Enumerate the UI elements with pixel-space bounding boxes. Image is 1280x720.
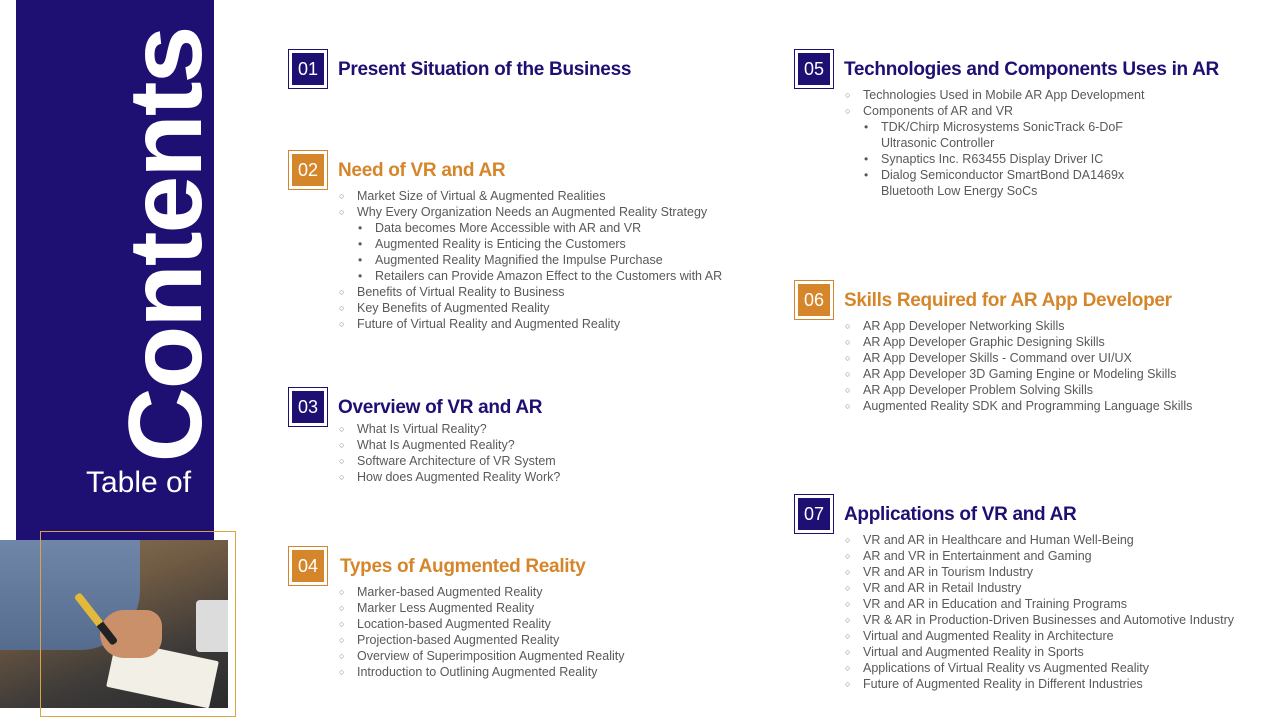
list-item: What Is Virtual Reality? bbox=[338, 421, 560, 437]
section-number-badge: 03 bbox=[288, 387, 328, 427]
section-number-badge: 04 bbox=[288, 546, 328, 586]
contents-title: Contents bbox=[108, 27, 224, 463]
title-sidebar: Contents Table of bbox=[16, 0, 224, 540]
list-item: Virtual and Augmented Reality in Sports bbox=[844, 644, 1234, 660]
section-item-list: Market Size of Virtual & Augmented Reali… bbox=[338, 188, 722, 332]
list-item: Benefits of Virtual Reality to Business bbox=[338, 284, 722, 300]
section-number-badge: 02 bbox=[288, 150, 328, 190]
list-item: Key Benefits of Augmented Reality bbox=[338, 300, 722, 316]
list-item: VR and AR in Healthcare and Human Well-B… bbox=[844, 532, 1234, 548]
list-item: VR and AR in Retail Industry bbox=[844, 580, 1234, 596]
list-item: VR and AR in Education and Training Prog… bbox=[844, 596, 1234, 612]
list-item: AR and VR in Entertainment and Gaming bbox=[844, 548, 1234, 564]
section-number-badge: 07 bbox=[794, 494, 834, 534]
photo-frame bbox=[40, 531, 236, 717]
list-item: Virtual and Augmented Reality in Archite… bbox=[844, 628, 1234, 644]
list-item: Projection-based Augmented Reality bbox=[338, 632, 625, 648]
table-of-subtitle: Table of bbox=[86, 466, 192, 499]
section-heading: Present Situation of the Business bbox=[338, 59, 632, 80]
sub-list-item: Dialog Semiconductor SmartBond DA1469x bbox=[844, 167, 1144, 183]
list-item: How does Augmented Reality Work? bbox=[338, 469, 560, 485]
list-item: VR & AR in Production-Driven Businesses … bbox=[844, 612, 1234, 628]
section-item-list: VR and AR in Healthcare and Human Well-B… bbox=[844, 532, 1234, 692]
photo-cup-shape bbox=[196, 600, 228, 652]
list-item: Marker-based Augmented Reality bbox=[338, 584, 625, 600]
list-item: AR App Developer 3D Gaming Engine or Mod… bbox=[844, 366, 1192, 382]
list-item: Overview of Superimposition Augmented Re… bbox=[338, 648, 625, 664]
section-number-badge: 05 bbox=[794, 49, 834, 89]
section-item-list: What Is Virtual Reality? What Is Augment… bbox=[338, 421, 560, 485]
list-item: Introduction to Outlining Augmented Real… bbox=[338, 664, 625, 680]
list-item: AR App Developer Graphic Designing Skill… bbox=[844, 334, 1192, 350]
section-item-list: Technologies Used in Mobile AR App Devel… bbox=[844, 87, 1144, 199]
sub-list-item: Synaptics Inc. R63455 Display Driver IC bbox=[844, 151, 1144, 167]
section-heading: Types of Augmented Reality bbox=[340, 556, 586, 577]
list-item: Future of Augmented Reality in Different… bbox=[844, 676, 1234, 692]
list-item: Technologies Used in Mobile AR App Devel… bbox=[844, 87, 1144, 103]
list-item: Why Every Organization Needs an Augmente… bbox=[338, 204, 722, 220]
list-item: What Is Augmented Reality? bbox=[338, 437, 560, 453]
sub-list-item-continuation: Bluetooth Low Energy SoCs bbox=[881, 184, 1038, 198]
list-item: VR and AR in Tourism Industry bbox=[844, 564, 1234, 580]
section-item-list: AR App Developer Networking Skills AR Ap… bbox=[844, 318, 1192, 414]
section-heading: Applications of VR and AR bbox=[844, 504, 1077, 525]
list-item: Software Architecture of VR System bbox=[338, 453, 560, 469]
section-heading: Skills Required for AR App Developer bbox=[844, 290, 1172, 311]
list-item: AR App Developer Networking Skills bbox=[844, 318, 1192, 334]
list-item: Future of Virtual Reality and Augmented … bbox=[338, 316, 722, 332]
sub-list-item: Augmented Reality Magnified the Impulse … bbox=[338, 252, 722, 268]
section-heading: Need of VR and AR bbox=[338, 160, 506, 181]
list-item: AR App Developer Skills - Command over U… bbox=[844, 350, 1192, 366]
section-heading: Overview of VR and AR bbox=[338, 397, 543, 418]
list-item: AR App Developer Problem Solving Skills bbox=[844, 382, 1192, 398]
section-number-badge: 06 bbox=[794, 280, 834, 320]
sub-list-item: Augmented Reality is Enticing the Custom… bbox=[338, 236, 722, 252]
list-item: Market Size of Virtual & Augmented Reali… bbox=[338, 188, 722, 204]
section-item-list: Marker-based Augmented Reality Marker Le… bbox=[338, 584, 625, 680]
section-number-badge: 01 bbox=[288, 49, 328, 89]
list-item: Applications of Virtual Reality vs Augme… bbox=[844, 660, 1234, 676]
sub-list-item: TDK/Chirp Microsystems SonicTrack 6-DoF bbox=[844, 119, 1144, 135]
sub-list-item: Data becomes More Accessible with AR and… bbox=[338, 220, 722, 236]
list-item: Augmented Reality SDK and Programming La… bbox=[844, 398, 1192, 414]
writing-hand-photo bbox=[0, 540, 228, 708]
list-item: Marker Less Augmented Reality bbox=[338, 600, 625, 616]
sub-list-item: Retailers can Provide Amazon Effect to t… bbox=[338, 268, 722, 284]
section-heading: Technologies and Components Uses in AR bbox=[844, 59, 1219, 80]
sub-list-item-continuation: Ultrasonic Controller bbox=[881, 136, 995, 150]
list-item: Components of AR and VR bbox=[844, 103, 1144, 119]
list-item: Location-based Augmented Reality bbox=[338, 616, 625, 632]
